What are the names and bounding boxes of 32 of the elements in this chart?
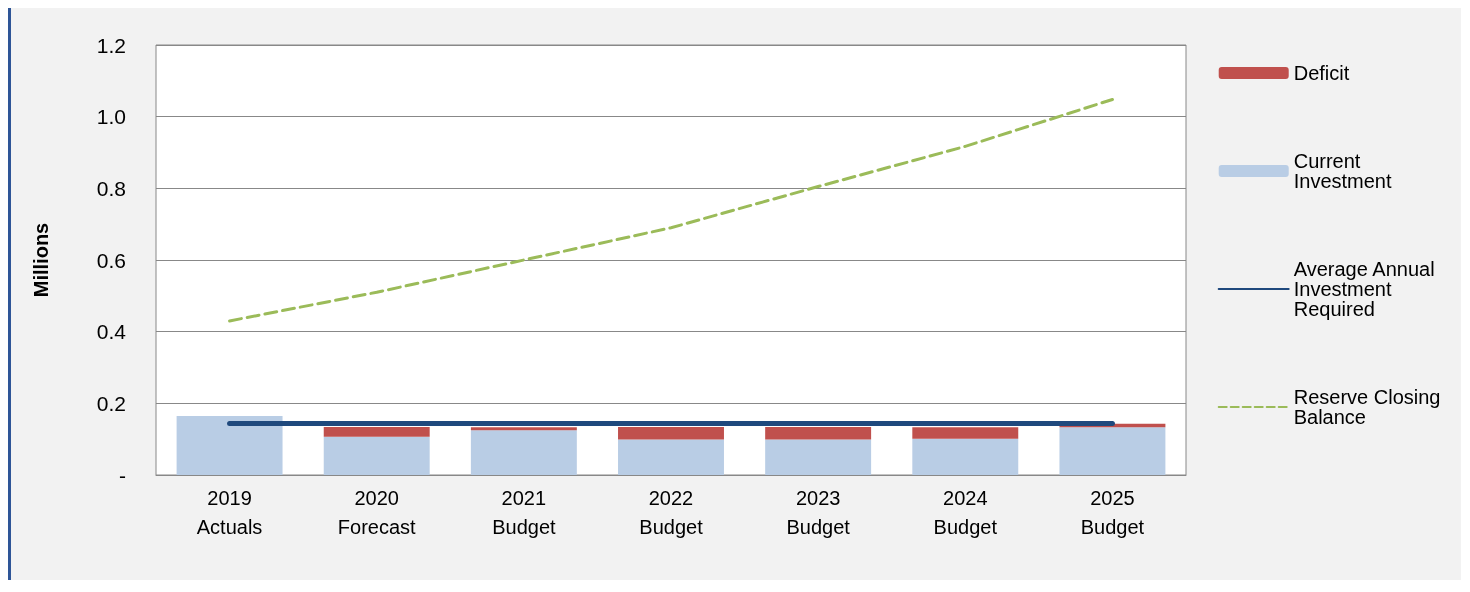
y-tick-label: 1.2 <box>96 33 126 57</box>
legend-label: Current Investment <box>1293 150 1392 192</box>
x-tick-label: 2021 Budget <box>492 486 556 538</box>
x-tick-label: 2019 Actuals <box>196 486 263 538</box>
y-tick-label: - <box>119 463 126 487</box>
bar <box>1059 427 1166 475</box>
y-tick-label: 0.6 <box>96 248 126 272</box>
legend-label: Average Annual Investment Required <box>1293 258 1441 320</box>
line-series <box>228 97 1114 323</box>
legend-label: Reserve Closing Balance <box>1293 386 1447 428</box>
x-tick-label: 2020 Forecast <box>337 486 417 538</box>
bar <box>618 426 724 440</box>
y-tick-label: 0.8 <box>96 176 126 200</box>
bar <box>323 436 430 475</box>
y-tick-label: 1.0 <box>96 105 126 129</box>
bar <box>912 438 1019 475</box>
x-tick-label: 2025 Budget <box>1080 486 1145 538</box>
bar <box>765 439 872 475</box>
bar <box>323 426 430 437</box>
bar <box>470 427 577 431</box>
bar <box>912 427 1019 439</box>
x-tick-label: 2022 Budget <box>639 486 704 538</box>
y-tick-label: 0.4 <box>96 320 127 344</box>
bar <box>176 415 283 475</box>
x-tick-label: 2023 Budget <box>786 486 851 538</box>
y-axis-title: Millions <box>30 222 52 298</box>
x-tick-label: 2024 Budget <box>933 486 998 538</box>
bar <box>470 430 577 475</box>
legend-label: Deficit <box>1293 62 1350 84</box>
bar <box>618 439 724 475</box>
y-tick-label: 0.2 <box>96 391 126 415</box>
bar <box>765 426 872 440</box>
